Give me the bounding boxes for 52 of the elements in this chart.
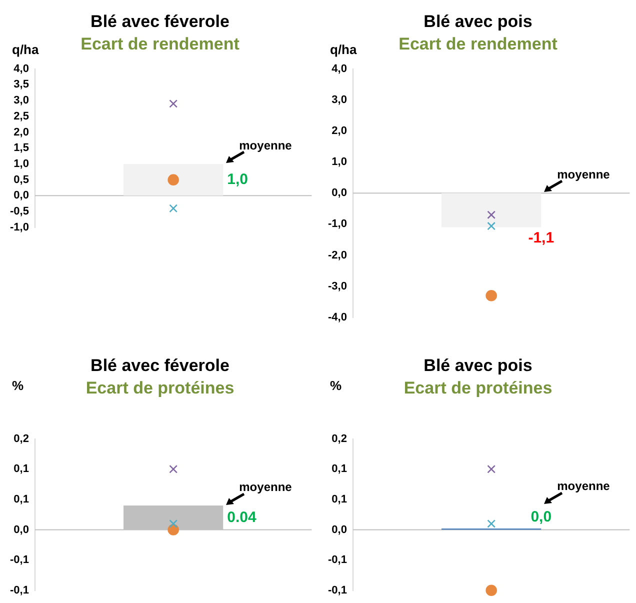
chart-title: Blé avec féverole [90, 356, 230, 375]
y-tick-label: 0,1 [14, 493, 29, 506]
y-tick-label: -4,0 [328, 311, 347, 324]
y-tick-label: 0,0 [14, 190, 29, 202]
y-tick-label: 1,0 [14, 158, 29, 170]
chart-subtitle: Ecart de rendement [80, 34, 240, 54]
y-tick-label: 0,2 [332, 432, 347, 445]
y-tick-label: 3,0 [14, 94, 29, 107]
data-label: 0.04 [227, 508, 257, 526]
chart-title: Blé avec pois [424, 12, 532, 31]
y-tick-label: 3,0 [332, 94, 347, 106]
y-axis-title: q/ha [12, 42, 39, 57]
y-tick-label: 0,0 [332, 524, 347, 536]
y-tick-label: 2,0 [332, 124, 347, 137]
y-tick-label: 2,0 [14, 126, 29, 138]
y-tick-label: 1,5 [14, 142, 29, 154]
y-tick-label: 0,1 [332, 493, 347, 506]
y-axis-title: % [330, 378, 342, 393]
chart-subtitle: Ecart de protéines [86, 378, 234, 398]
y-tick-label: -0,1 [10, 584, 29, 596]
y-tick-label: 0,1 [332, 463, 347, 476]
chart-subtitle: Ecart de protéines [404, 378, 552, 398]
y-tick-label: 0,5 [14, 174, 29, 186]
annotation: moyenne [239, 480, 292, 494]
y-tick-label: 4,0 [14, 62, 29, 75]
y-tick-label: 0,1 [14, 463, 29, 476]
chart-title: Blé avec pois [424, 356, 532, 375]
y-tick-label: 2,5 [14, 110, 29, 122]
y-tick-label: -3,0 [328, 280, 347, 292]
annotation: moyenne [557, 478, 610, 493]
y-tick-label: -0,1 [328, 554, 347, 566]
y-tick-label: 4,0 [332, 62, 347, 75]
y-tick-label: 3,5 [14, 78, 29, 91]
chart-title: Blé avec féverole [90, 12, 230, 31]
chart-subtitle: Ecart de rendement [398, 34, 558, 54]
data-label: 1,0 [227, 170, 248, 188]
y-axis-title: % [12, 378, 24, 393]
y-tick-label: 0,0 [332, 187, 347, 200]
data-label: 0,0 [530, 508, 552, 526]
annotation: moyenne [557, 167, 610, 182]
y-tick-label: -1,0 [328, 218, 347, 230]
y-tick-label: 0,0 [14, 524, 29, 536]
y-axis-title: q/ha [330, 42, 357, 57]
y-tick-label: -1,0 [10, 221, 29, 234]
annotation: moyenne [239, 138, 292, 152]
y-tick-label: -0,1 [10, 554, 29, 566]
data-label: -1,1 [528, 229, 554, 246]
y-tick-label: -0,5 [10, 206, 29, 218]
y-tick-label: -2,0 [328, 249, 347, 262]
y-tick-label: -0,1 [328, 584, 347, 596]
y-tick-label: 1,0 [332, 156, 347, 168]
y-tick-label: 0,2 [14, 432, 29, 445]
